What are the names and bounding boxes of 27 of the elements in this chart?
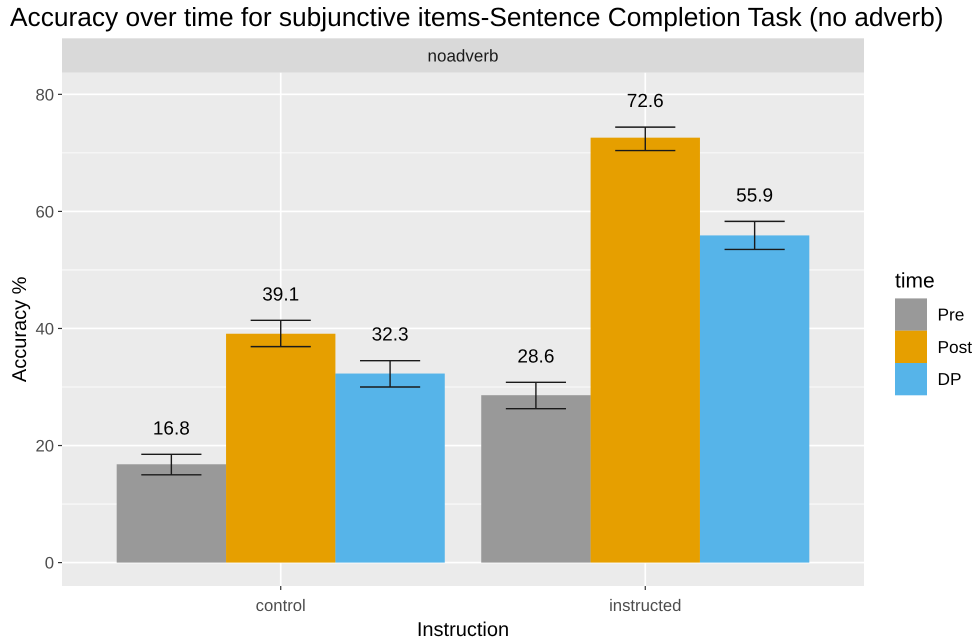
legend-label: Post: [938, 336, 972, 357]
x-axis-title: Instruction: [416, 619, 510, 641]
y-tick-label: 80: [35, 85, 54, 104]
y-axis-title: Accuracy %: [9, 276, 31, 382]
chart-title: Accuracy over time for subjunctive items-Sentence Completion Task (no adverb): [10, 2, 944, 32]
bar: [700, 235, 810, 563]
bar: [226, 334, 336, 563]
bar: [590, 138, 700, 563]
data-label: 32.3: [372, 324, 409, 346]
data-label: 55.9: [736, 185, 774, 206]
y-tick-label: 40: [35, 319, 54, 338]
bar: [335, 374, 445, 563]
data-label: 28.6: [517, 346, 554, 368]
bar: [481, 395, 591, 563]
bar: [116, 464, 226, 563]
chart-subtitle: noadverb: [428, 46, 498, 66]
data-label: 39.1: [262, 284, 300, 306]
data-label: 16.8: [152, 418, 190, 440]
x-tick-label: control: [256, 596, 306, 615]
y-tick-label: 20: [35, 436, 54, 456]
legend-label: Pre: [938, 304, 964, 325]
y-tick-label: 60: [35, 202, 54, 222]
data-label: 72.6: [626, 91, 664, 112]
x-tick-label: instructed: [609, 596, 682, 615]
y-tick-label: 0: [44, 554, 54, 573]
legend-label: DP: [938, 369, 962, 390]
legend-title: time: [895, 269, 935, 292]
